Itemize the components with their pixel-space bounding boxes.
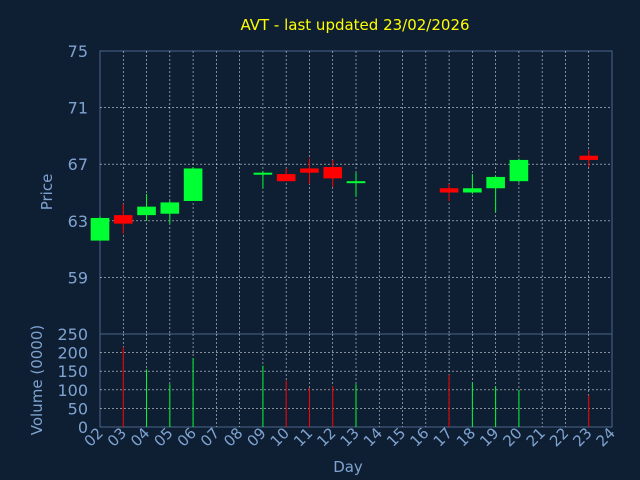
candle-body <box>346 181 366 184</box>
volume-tick-label: 250 <box>57 325 88 344</box>
candle-body <box>486 176 505 189</box>
candle-17 <box>439 184 459 201</box>
price-tick-label: 63 <box>68 212 88 231</box>
x-axis: 0203040506070809101112131415161718192021… <box>81 424 619 450</box>
candle-05 <box>160 200 180 224</box>
price-tick-label: 75 <box>68 42 88 61</box>
candle-body <box>463 188 482 193</box>
candle-12 <box>323 159 343 187</box>
volume-axis-label: Volume (0000) <box>28 325 46 435</box>
candle-body <box>439 188 459 193</box>
candle-13 <box>346 172 366 197</box>
candle-23 <box>579 150 599 168</box>
candle-body <box>90 217 110 241</box>
volume-tick-label: 150 <box>57 362 88 381</box>
candle-body <box>579 155 599 160</box>
candle-10 <box>276 168 296 182</box>
candle-body <box>276 174 296 182</box>
candle-04 <box>137 193 156 221</box>
volume-tick-label: 50 <box>68 399 88 418</box>
candle-body <box>160 202 180 214</box>
volume-tick-label: 200 <box>57 344 88 363</box>
candle-body <box>300 168 319 173</box>
x-axis-label: Day <box>333 458 363 476</box>
candle-19 <box>486 175 505 213</box>
candle-body <box>137 206 156 216</box>
volume-tick-label: 100 <box>57 381 88 400</box>
candle-09 <box>253 171 273 189</box>
candle-20 <box>509 158 529 183</box>
price-axis-label: Price <box>38 174 56 211</box>
volume-tick-label: 0 <box>78 418 88 437</box>
candle-body <box>183 168 203 201</box>
candle-03 <box>113 203 133 234</box>
price-tick-label: 71 <box>68 99 88 118</box>
chart-title: AVT - last updated 23/02/2026 <box>240 16 469 34</box>
candle-02 <box>90 216 110 241</box>
candle-body <box>509 159 529 182</box>
price-tick-label: 59 <box>68 268 88 287</box>
candle-11 <box>300 158 319 185</box>
candle-body <box>253 172 273 175</box>
candle-06 <box>183 167 203 201</box>
candle-body <box>323 167 343 179</box>
candle-18 <box>463 174 482 194</box>
candle-body <box>113 215 133 224</box>
price-tick-label: 67 <box>68 155 88 174</box>
price-panel: 75 71 67 63 59 <box>68 42 613 335</box>
